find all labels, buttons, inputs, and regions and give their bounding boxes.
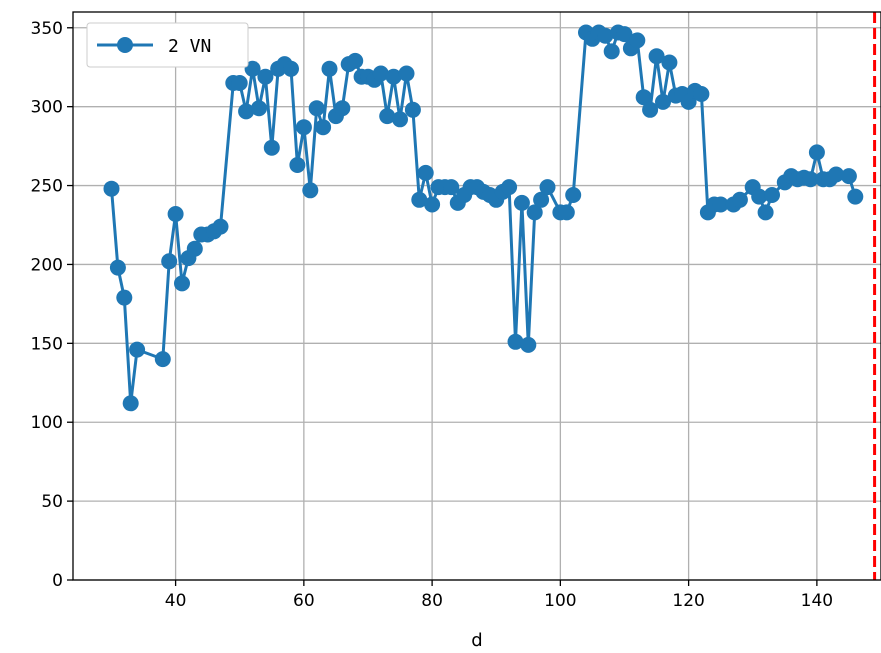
- series-layer: [103, 24, 864, 412]
- x-axis-ticks: 40 60 80 100 120 140: [165, 580, 833, 611]
- data-point: [655, 93, 671, 110]
- x-tick-label: 80: [421, 591, 443, 611]
- data-point: [539, 179, 556, 196]
- data-point: [840, 168, 857, 185]
- data-point: [244, 60, 261, 77]
- x-axis-label: d: [471, 630, 482, 651]
- x-tick-label: 60: [293, 591, 315, 611]
- data-point: [289, 157, 306, 173]
- y-tick-label: 0: [52, 571, 63, 591]
- data-point: [398, 65, 415, 82]
- data-point: [642, 101, 659, 118]
- data-point: [808, 144, 825, 161]
- y-tick-label: 250: [31, 177, 63, 197]
- data-point: [565, 187, 582, 203]
- y-tick-label: 350: [31, 19, 63, 39]
- data-point: [526, 204, 543, 221]
- data-point: [385, 68, 402, 85]
- data-point: [122, 395, 139, 412]
- data-point: [161, 253, 178, 270]
- data-point: [411, 191, 428, 208]
- data-point: [347, 52, 364, 69]
- x-tick-label: 100: [544, 591, 576, 611]
- y-tick-label: 200: [31, 255, 63, 275]
- data-point: [635, 89, 652, 106]
- x-tick-label: 140: [801, 591, 833, 611]
- legend-marker-swatch: [117, 37, 133, 53]
- data-point: [103, 180, 120, 197]
- y-tick-label: 300: [31, 98, 63, 118]
- grid-lines: [73, 12, 881, 581]
- data-point: [257, 68, 274, 85]
- data-point: [764, 187, 780, 203]
- data-point: [533, 191, 550, 208]
- data-point: [392, 111, 408, 128]
- data-point: [154, 351, 171, 368]
- plot-area-frame: [72, 11, 881, 581]
- data-point: [558, 204, 575, 221]
- data-point: [424, 196, 441, 213]
- data-point: [603, 43, 620, 60]
- data-point: [616, 26, 633, 43]
- data-point: [661, 54, 678, 71]
- data-point: [212, 218, 229, 235]
- data-point: [379, 108, 396, 125]
- data-point: [520, 336, 537, 353]
- data-point: [308, 100, 325, 117]
- data-point: [629, 32, 646, 49]
- data-point: [712, 196, 729, 213]
- data-point: [321, 60, 338, 77]
- x-tick-label: 40: [165, 591, 187, 611]
- data-point: [129, 341, 146, 358]
- data-point: [174, 275, 190, 292]
- data-point: [847, 188, 864, 205]
- series-line: [110, 31, 857, 405]
- data-point: [315, 119, 332, 136]
- data-point: [283, 60, 299, 77]
- data-point: [116, 289, 133, 306]
- legend-entry-label: 2 VN: [168, 36, 211, 57]
- data-point: [693, 86, 710, 102]
- data-point: [295, 119, 312, 136]
- data-point: [597, 27, 614, 44]
- x-tick-label: 120: [672, 591, 704, 611]
- data-point: [186, 240, 203, 257]
- data-point: [417, 164, 434, 181]
- data-point: [109, 259, 126, 276]
- y-tick-label: 100: [31, 413, 63, 433]
- data-point: [334, 100, 351, 117]
- data-point: [372, 65, 389, 82]
- data-point: [251, 100, 267, 117]
- y-tick-label: 50: [41, 492, 63, 512]
- y-axis-ticks: 0 50 100 150 200 250 300 350: [31, 19, 73, 591]
- data-point: [238, 103, 255, 120]
- data-point: [513, 194, 530, 211]
- data-point: [443, 179, 460, 196]
- y-tick-label: 150: [31, 334, 63, 354]
- data-point: [648, 48, 665, 65]
- data-point: [263, 139, 280, 156]
- data-point: [167, 206, 184, 222]
- data-point: [231, 75, 248, 91]
- data-point: [828, 166, 845, 183]
- legend-box: [86, 22, 249, 68]
- data-point: [802, 171, 819, 188]
- data-point: [404, 101, 421, 118]
- data-point: [757, 204, 774, 221]
- legend: 2 VN: [86, 22, 249, 68]
- data-point: [731, 191, 748, 208]
- data-point: [501, 179, 518, 196]
- data-point: [751, 188, 768, 205]
- data-point: [507, 333, 524, 350]
- data-point: [302, 182, 319, 199]
